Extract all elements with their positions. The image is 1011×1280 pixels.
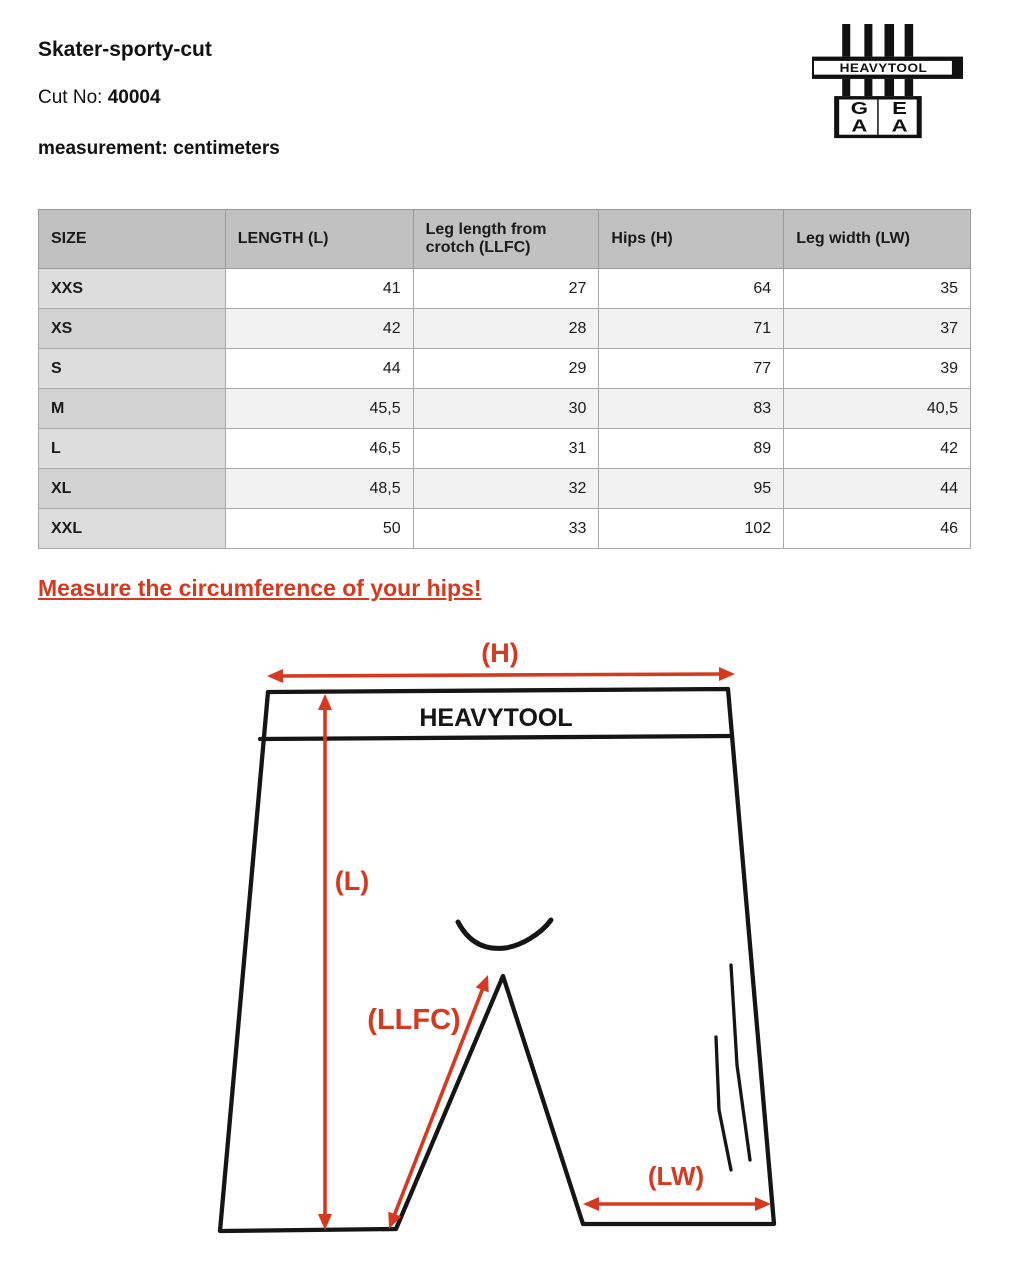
- svg-text:(H): (H): [481, 638, 518, 668]
- svg-text:(L): (L): [335, 866, 369, 896]
- svg-text:HEAVYTOOL: HEAVYTOOL: [419, 704, 572, 732]
- svg-text:(LLFC): (LLFC): [367, 1004, 460, 1036]
- svg-text:(LW): (LW): [648, 1161, 704, 1191]
